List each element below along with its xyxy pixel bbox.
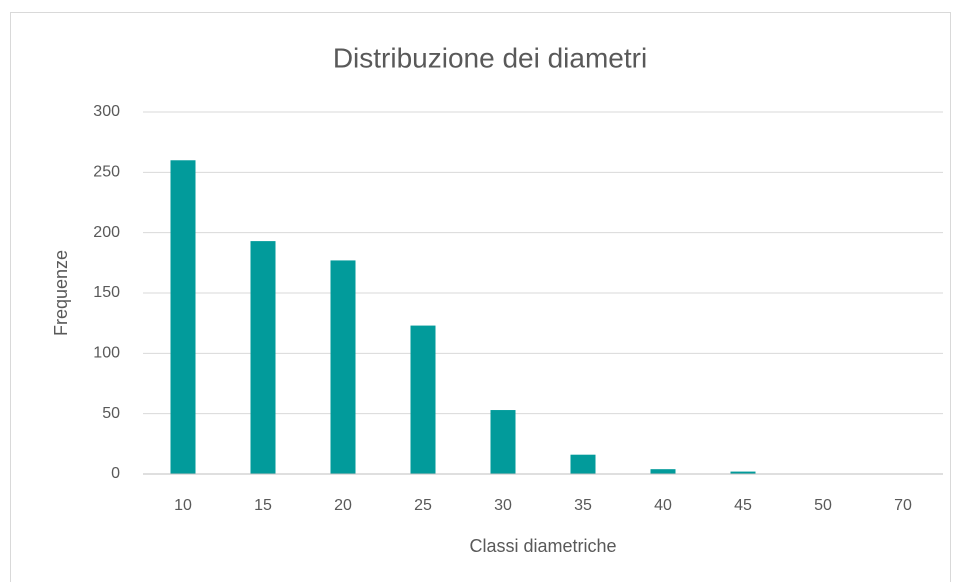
x-tick-label: 20 bbox=[334, 497, 352, 514]
y-axis-title: Frequenze bbox=[51, 250, 71, 336]
bar bbox=[170, 160, 196, 474]
bar bbox=[490, 410, 516, 474]
x-tick-label: 10 bbox=[174, 497, 192, 514]
chart-border bbox=[10, 12, 951, 582]
y-tick-label: 250 bbox=[93, 164, 120, 181]
y-tick-label: 50 bbox=[102, 405, 120, 422]
y-tick-label: 100 bbox=[93, 345, 120, 362]
x-tick-label: 25 bbox=[414, 497, 432, 514]
x-tick-label: 45 bbox=[734, 497, 752, 514]
bar bbox=[650, 469, 676, 474]
x-tick-label: 35 bbox=[574, 497, 592, 514]
bar bbox=[250, 241, 276, 474]
y-tick-label: 150 bbox=[93, 284, 120, 301]
x-tick-label: 40 bbox=[654, 497, 672, 514]
x-axis-title: Classi diametriche bbox=[469, 536, 616, 556]
y-tick-label: 200 bbox=[93, 224, 120, 241]
bar bbox=[570, 454, 596, 474]
x-tick-label: 15 bbox=[254, 497, 272, 514]
chart-title: Distribuzione dei diametri bbox=[333, 42, 647, 73]
x-tick-label: 70 bbox=[894, 497, 912, 514]
y-tick-label: 0 bbox=[111, 465, 120, 482]
bar bbox=[730, 471, 756, 474]
bar bbox=[330, 260, 356, 474]
bar bbox=[410, 325, 436, 474]
y-tick-label: 300 bbox=[93, 103, 120, 120]
x-tick-label: 50 bbox=[814, 497, 832, 514]
x-tick-label: 30 bbox=[494, 497, 512, 514]
